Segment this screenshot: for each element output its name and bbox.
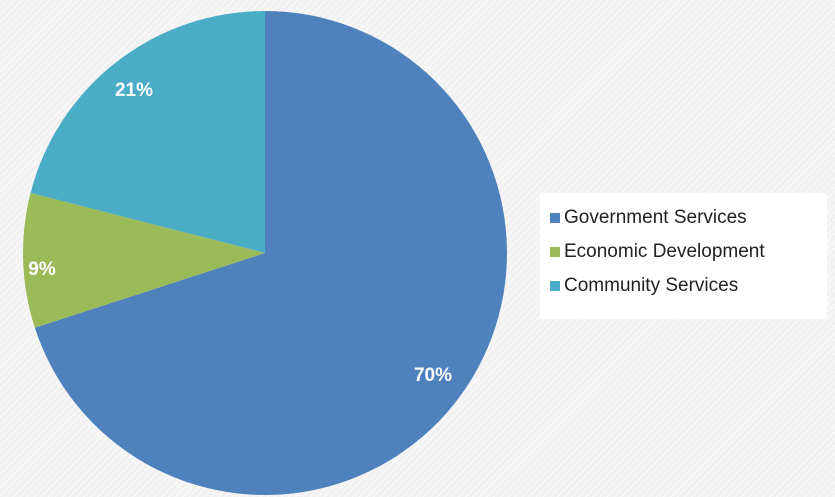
legend-item-community-services: Community Services [550, 269, 827, 303]
data-label-community-services: 21% [115, 80, 153, 101]
legend-swatch-government-services [550, 213, 560, 223]
legend-label-community-services: Community Services [564, 275, 739, 296]
data-label-economic-development: 9% [28, 259, 56, 280]
legend-item-economic-development: Economic Development [550, 235, 827, 269]
data-label-government-services: 70% [414, 365, 452, 386]
legend-swatch-economic-development [550, 247, 560, 257]
pie-slices [22, 10, 507, 495]
legend-item-government-services: Government Services [550, 201, 827, 235]
legend-swatch-community-services [550, 281, 560, 291]
pie-slice-economic-development [22, 192, 265, 328]
pie-slice-government-services [34, 11, 507, 495]
pie-data-labels: 70% 9% 21% [28, 80, 452, 386]
legend-label-economic-development: Economic Development [564, 241, 765, 262]
legend-label-government-services: Government Services [564, 207, 747, 228]
pie-slice-community-services [30, 10, 265, 254]
chart-legend: Government Services Economic Development… [540, 193, 827, 319]
